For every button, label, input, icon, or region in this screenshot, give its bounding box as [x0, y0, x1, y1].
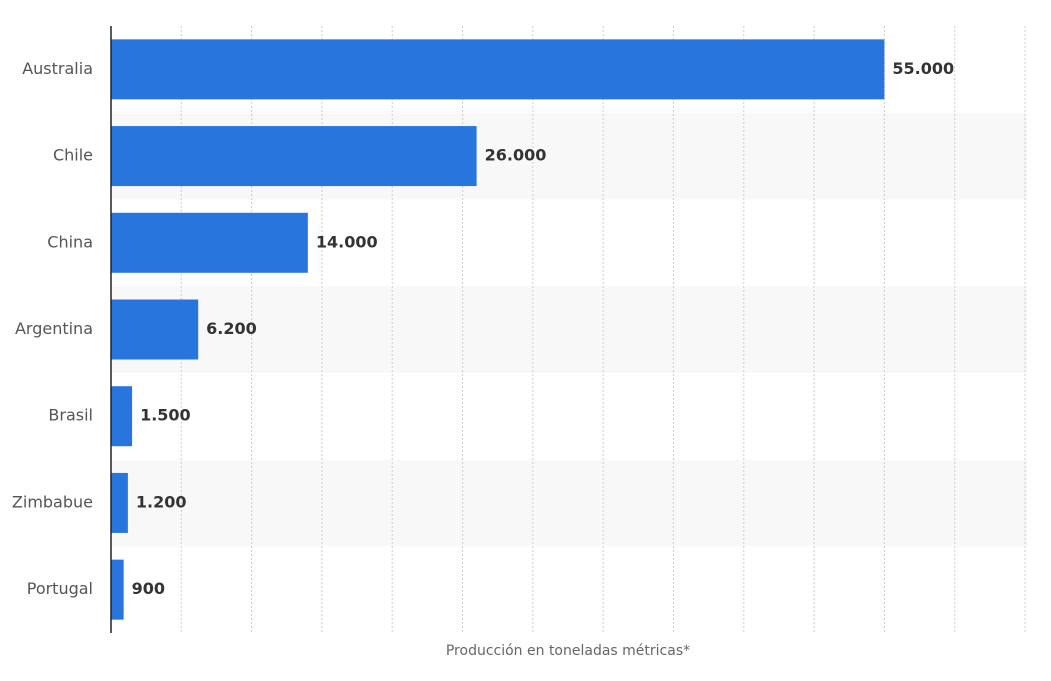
bar: [111, 39, 885, 100]
row-band: [111, 286, 1027, 373]
bar: [111, 559, 124, 620]
row-band: [111, 459, 1027, 547]
y-tick-label: Argentina: [15, 319, 93, 338]
value-label: 6.200: [206, 319, 257, 338]
y-tick-label: China: [47, 232, 93, 251]
y-tick-label: Brasil: [48, 406, 93, 425]
y-tick-label: Australia: [22, 59, 93, 78]
bar: [111, 212, 308, 273]
value-label: 1.500: [140, 406, 191, 425]
bar: [111, 386, 133, 447]
y-tick-label: Zimbabue: [12, 492, 93, 511]
value-label: 26.000: [485, 146, 547, 165]
bar: [111, 299, 199, 360]
y-tick-label: Portugal: [27, 579, 93, 598]
x-axis-title: Producción en toneladas métricas*: [446, 643, 690, 659]
value-label: 1.200: [136, 492, 187, 511]
bar: [111, 472, 128, 533]
value-label: 55.000: [892, 59, 954, 78]
value-label: 900: [132, 579, 165, 598]
y-tick-label: Chile: [53, 146, 93, 165]
bar: [111, 126, 477, 187]
value-label: 14.000: [316, 232, 378, 251]
